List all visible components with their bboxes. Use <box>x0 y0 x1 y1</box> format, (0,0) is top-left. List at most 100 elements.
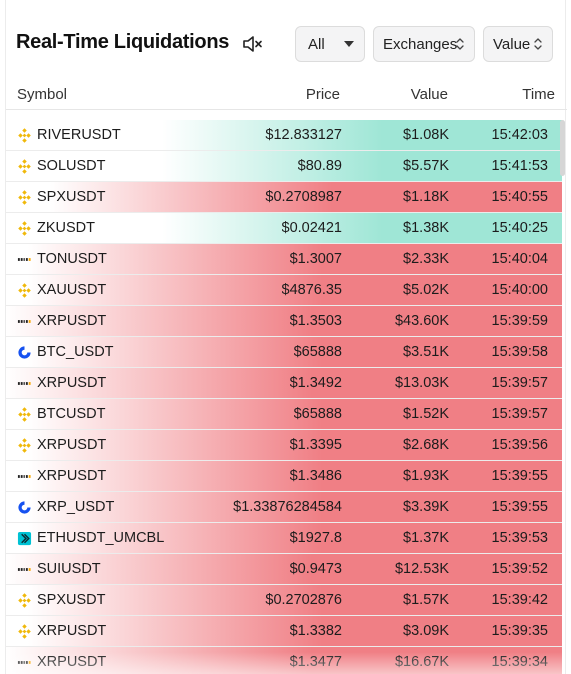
liquidation-value-bar <box>6 554 562 584</box>
binance-logo-icon <box>17 283 32 298</box>
symbol-cell: XAUUSDT <box>37 282 107 298</box>
value-cell: $43.60K <box>394 313 449 329</box>
table-row[interactable]: BTC_USDT $65888 $3.51K 15:39:58 <box>6 337 562 368</box>
binance-logo-icon <box>17 221 32 236</box>
table-row[interactable]: XRPUSDT $1.3486 $1.93K 15:39:55 <box>6 461 562 492</box>
column-header-price[interactable]: Price <box>305 86 340 103</box>
column-header-symbol[interactable]: Symbol <box>17 86 68 103</box>
table-row[interactable]: SOLUSDT $80.89 $5.57K 15:41:53 <box>6 151 562 182</box>
value-cell: $1.38K <box>403 220 449 236</box>
binance-logo-icon <box>17 128 32 143</box>
table-row[interactable]: BTCUSDT $65888 $1.52K 15:39:57 <box>6 399 562 430</box>
value-cell: $1.93K <box>403 468 449 484</box>
symbol-cell: BTC_USDT <box>37 344 114 360</box>
bybit-logo-icon <box>17 469 32 484</box>
liquidation-value-bar <box>28 523 562 553</box>
bybit-logo-icon <box>17 655 32 670</box>
panel-header: Real-Time Liquidations All Exchanges Val… <box>16 26 555 62</box>
table-row[interactable]: ETHUSDT_UMCBL $1927.8 $1.37K 15:39:53 <box>6 523 562 554</box>
table-row[interactable]: RIVERUSDT $12.833127 $1.08K 15:42:03 <box>6 120 562 151</box>
value-cell: $2.33K <box>403 251 449 267</box>
column-header-time[interactable]: Time <box>522 86 555 103</box>
liquidation-value-bar <box>6 306 562 336</box>
bybit-logo-icon <box>17 562 32 577</box>
value-cell: $5.57K <box>403 158 449 174</box>
binance-logo-icon <box>17 190 32 205</box>
price-cell: $0.2702876 <box>265 592 342 608</box>
scrollbar-thumb[interactable] <box>560 120 565 176</box>
value-cell: $13.03K <box>394 375 449 391</box>
liquidation-value-bar <box>161 213 562 243</box>
table-row[interactable]: XRPUSDT $1.3395 $2.68K 15:39:56 <box>6 430 562 461</box>
liquidation-value-bar <box>6 368 562 398</box>
price-cell: $4876.35 <box>281 282 342 298</box>
sort-updown-icon <box>456 27 464 61</box>
value-cell: $3.39K <box>403 499 449 515</box>
symbol-cell: ZKUSDT <box>37 220 95 236</box>
time-cell: 15:40:55 <box>491 189 548 205</box>
time-cell: 15:40:04 <box>491 251 548 267</box>
symbol-cell: SPXUSDT <box>37 592 106 608</box>
value-cell: $1.18K <box>403 189 449 205</box>
value-cell: $1.08K <box>403 127 449 143</box>
value-cell: $5.02K <box>403 282 449 298</box>
table-row[interactable]: XAUUSDT $4876.35 $5.02K 15:40:00 <box>6 275 562 306</box>
type-filter-select[interactable]: All <box>295 26 365 62</box>
page-title: Real-Time Liquidations <box>16 31 230 53</box>
time-cell: 15:39:59 <box>491 313 548 329</box>
time-cell: 15:40:25 <box>491 220 548 236</box>
price-cell: $1.3382 <box>289 623 342 639</box>
liquidation-value-bar <box>28 244 562 274</box>
value-cell: $1.37K <box>403 530 449 546</box>
time-cell: 15:39:53 <box>491 530 548 546</box>
time-cell: 15:42:03 <box>491 127 548 143</box>
price-cell: $1.33876284584 <box>233 499 342 515</box>
price-cell: $80.89 <box>297 158 342 174</box>
coinbase-logo-icon <box>17 500 32 515</box>
symbol-cell: XRPUSDT <box>37 623 107 639</box>
time-cell: 15:39:34 <box>491 654 548 670</box>
price-cell: $1.3486 <box>289 468 342 484</box>
price-cell: $65888 <box>293 344 342 360</box>
table-row[interactable]: XRPUSDT $1.3382 $3.09K 15:39:35 <box>6 616 562 647</box>
exchanges-filter-select[interactable]: Exchanges <box>373 26 475 62</box>
table-row[interactable]: XRPUSDT $1.3477 $16.67K 15:39:34 <box>6 647 562 674</box>
time-cell: 15:39:35 <box>491 623 548 639</box>
table-row[interactable]: ZKUSDT $0.02421 $1.38K 15:40:25 <box>6 213 562 244</box>
sort-updown-icon <box>534 27 542 61</box>
table-row[interactable]: XRP_USDT $1.33876284584 $3.39K 15:39:55 <box>6 492 562 523</box>
price-cell: $1.3477 <box>289 654 342 670</box>
time-cell: 15:39:55 <box>491 499 548 515</box>
value-cell: $12.53K <box>394 561 449 577</box>
table-header: Symbol Price Value Time <box>6 84 567 110</box>
binance-logo-icon <box>17 407 32 422</box>
table-row[interactable]: XRPUSDT $1.3492 $13.03K 15:39:57 <box>6 368 562 399</box>
binance-logo-icon <box>17 438 32 453</box>
speaker-muted-icon[interactable] <box>242 34 264 54</box>
table-row[interactable]: XRPUSDT $1.3503 $43.60K 15:39:59 <box>6 306 562 337</box>
time-cell: 15:39:52 <box>491 561 548 577</box>
price-cell: $65888 <box>293 406 342 422</box>
table-row[interactable]: SPXUSDT $0.2702876 $1.57K 15:39:42 <box>6 585 562 616</box>
symbol-cell: XRPUSDT <box>37 437 107 453</box>
liquidation-value-bar <box>28 275 562 305</box>
value-filter-select[interactable]: Value <box>483 26 553 62</box>
liquidations-panel: Real-Time Liquidations All Exchanges Val… <box>5 0 567 674</box>
value-cell: $1.52K <box>403 406 449 422</box>
symbol-cell: XRPUSDT <box>37 375 107 391</box>
column-header-value[interactable]: Value <box>410 86 448 103</box>
binance-logo-icon <box>17 159 32 174</box>
table-row[interactable]: TONUSDT $1.3007 $2.33K 15:40:04 <box>6 244 562 275</box>
table-row[interactable]: SUIUSDT $0.9473 $12.53K 15:39:52 <box>6 554 562 585</box>
price-cell: $1.3007 <box>289 251 342 267</box>
price-cell: $0.9473 <box>289 561 342 577</box>
symbol-cell: SPXUSDT <box>37 189 106 205</box>
symbol-cell: TONUSDT <box>37 251 107 267</box>
coinbase-logo-icon <box>17 345 32 360</box>
table-row[interactable]: SPXUSDT $0.2708987 $1.18K 15:40:55 <box>6 182 562 213</box>
price-cell: $0.02421 <box>281 220 342 236</box>
price-cell: $1.3395 <box>289 437 342 453</box>
value-filter-label: Value <box>493 35 531 53</box>
bybit-logo-icon <box>17 314 32 329</box>
symbol-cell: XRPUSDT <box>37 468 107 484</box>
